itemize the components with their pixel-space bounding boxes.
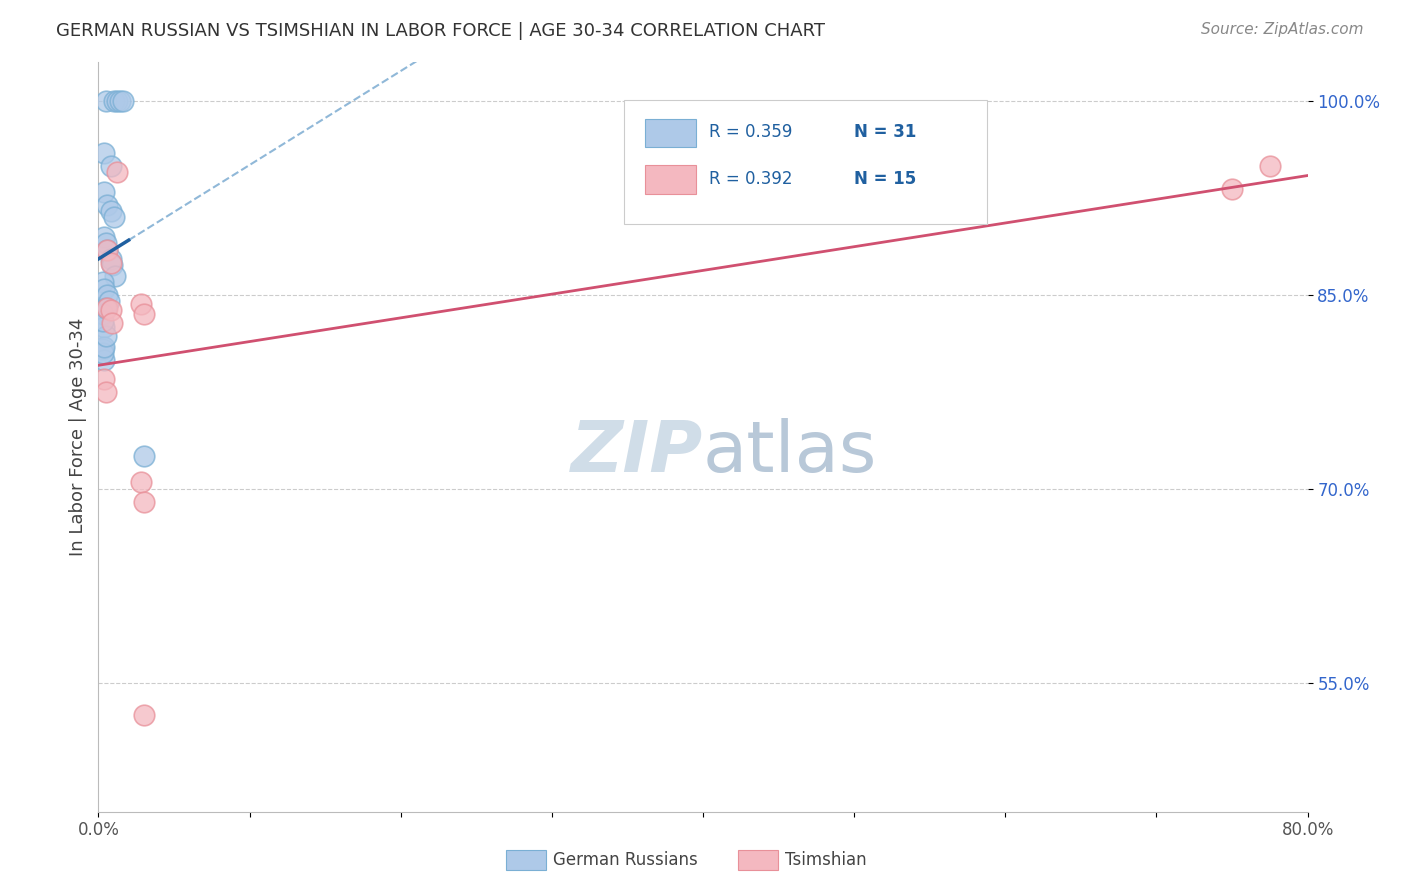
Point bbox=[132, 494, 155, 508]
Point bbox=[94, 236, 117, 251]
Point bbox=[1220, 182, 1243, 196]
Point bbox=[105, 165, 128, 179]
Point bbox=[129, 297, 152, 311]
Text: R = 0.359: R = 0.359 bbox=[709, 123, 793, 141]
Text: R = 0.392: R = 0.392 bbox=[709, 169, 793, 187]
Point bbox=[96, 301, 118, 315]
Point bbox=[100, 204, 122, 219]
Point bbox=[103, 211, 125, 225]
Text: Tsimshian: Tsimshian bbox=[785, 851, 866, 869]
Point bbox=[100, 255, 122, 269]
Point bbox=[96, 243, 118, 257]
Point bbox=[98, 294, 121, 309]
Bar bbox=[645, 119, 696, 147]
Point bbox=[93, 230, 115, 244]
Text: N = 15: N = 15 bbox=[855, 169, 917, 187]
Point bbox=[111, 94, 134, 108]
Point bbox=[94, 384, 117, 399]
Text: GERMAN RUSSIAN VS TSIMSHIAN IN LABOR FORCE | AGE 30-34 CORRELATION CHART: GERMAN RUSSIAN VS TSIMSHIAN IN LABOR FOR… bbox=[56, 22, 825, 40]
Point bbox=[94, 329, 117, 343]
Point bbox=[105, 94, 128, 108]
Point bbox=[129, 475, 152, 490]
Text: German Russians: German Russians bbox=[553, 851, 697, 869]
Point bbox=[93, 340, 115, 354]
Text: atlas: atlas bbox=[703, 417, 877, 486]
Point bbox=[91, 343, 114, 357]
Point bbox=[93, 352, 115, 367]
Point bbox=[94, 301, 117, 315]
Point bbox=[103, 94, 125, 108]
Point bbox=[93, 281, 115, 295]
Point bbox=[132, 307, 155, 321]
Point bbox=[108, 94, 131, 108]
Point bbox=[91, 307, 114, 321]
Point bbox=[132, 450, 155, 464]
Point bbox=[93, 320, 115, 334]
Point bbox=[96, 288, 118, 302]
Point bbox=[91, 314, 114, 328]
Point bbox=[94, 94, 117, 108]
FancyBboxPatch shape bbox=[624, 100, 987, 224]
Text: Source: ZipAtlas.com: Source: ZipAtlas.com bbox=[1201, 22, 1364, 37]
Point bbox=[101, 317, 124, 331]
Point bbox=[1258, 159, 1281, 173]
Point bbox=[93, 185, 115, 199]
Point bbox=[101, 258, 124, 272]
Point bbox=[104, 268, 127, 283]
Y-axis label: In Labor Force | Age 30-34: In Labor Force | Age 30-34 bbox=[69, 318, 87, 557]
Point bbox=[93, 145, 115, 160]
Bar bbox=[645, 165, 696, 194]
Point bbox=[96, 197, 118, 211]
Point bbox=[91, 275, 114, 289]
Text: N = 31: N = 31 bbox=[855, 123, 917, 141]
Point bbox=[100, 159, 122, 173]
Point bbox=[96, 243, 118, 257]
Point bbox=[100, 303, 122, 318]
Point bbox=[93, 372, 115, 386]
Point bbox=[100, 252, 122, 266]
Point bbox=[91, 346, 114, 360]
Text: ZIP: ZIP bbox=[571, 417, 703, 486]
Point bbox=[132, 707, 155, 722]
